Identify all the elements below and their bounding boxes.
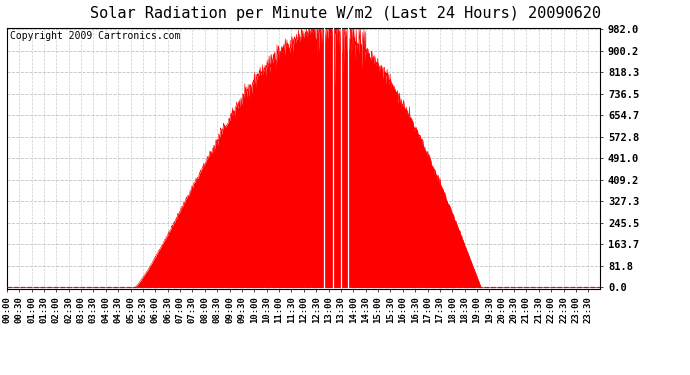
- Text: Copyright 2009 Cartronics.com: Copyright 2009 Cartronics.com: [10, 31, 180, 41]
- Text: Solar Radiation per Minute W/m2 (Last 24 Hours) 20090620: Solar Radiation per Minute W/m2 (Last 24…: [90, 6, 600, 21]
